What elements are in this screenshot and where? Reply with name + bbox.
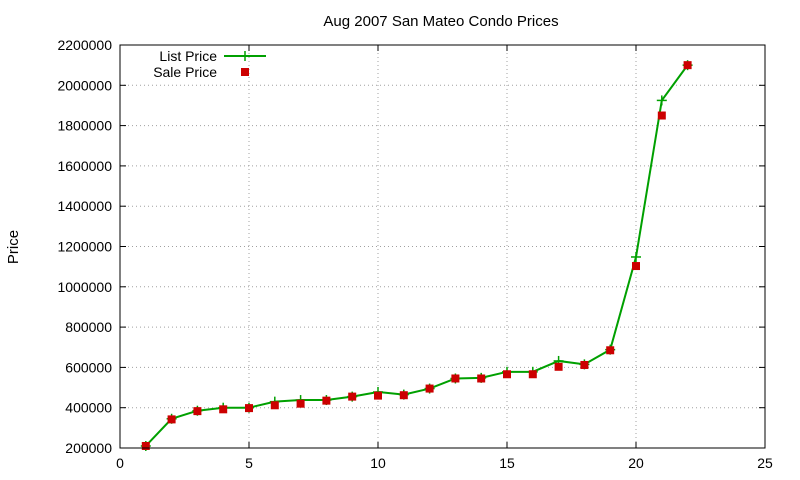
y-tick-label: 1200000 [57,239,112,255]
y-tick-label: 2000000 [57,77,112,93]
data-point [348,392,357,401]
series-1 [141,61,692,450]
data-point [656,95,667,106]
y-tick-label: 1000000 [57,279,112,295]
data-point [141,441,150,450]
series-line [145,64,689,447]
data-point [245,404,253,413]
x-tick-label: 15 [499,455,515,471]
tick-layer: 0 5 10 15 20 25 200000 400000 600000 800000 100000… [57,37,773,471]
data-point [451,374,460,383]
x-tick-label: 5 [245,455,253,471]
x-tick-label: 0 [116,455,124,471]
data-point [425,384,434,393]
x-tick-label: 25 [757,455,773,471]
legend-label: Sale Price [153,64,217,80]
legend-label: List Price [159,48,217,64]
y-tick-label: 1600000 [57,158,112,174]
data-point [554,362,563,371]
chart-title: Aug 2007 San Mateo Condo Prices [323,13,558,30]
y-tick-label: 600000 [65,359,112,375]
data-point [296,399,305,408]
y-tick-label: 2200000 [57,37,112,53]
data-point [683,61,692,70]
y-tick-label: 800000 [65,319,112,335]
data-point [270,401,279,410]
y-tick-label: 1400000 [57,198,112,214]
legend-marker [241,68,249,76]
data-point [580,360,589,369]
data-point [219,405,228,414]
data-point [477,374,486,383]
y-axis-label: Price [5,230,22,264]
data-point [606,346,615,355]
series-0 [140,60,693,451]
x-tick-label: 10 [370,455,386,471]
plot-frame [119,44,766,449]
y-tick-label: 1800000 [57,118,112,134]
data-point [322,396,331,405]
data-point [503,370,511,379]
data-point [374,391,382,400]
legend-marker [240,51,250,61]
data-point [631,251,641,262]
data-point [399,391,408,400]
y-tick-label: 400000 [65,400,112,416]
data-point [193,407,202,416]
series-layer [140,60,693,451]
data-point [167,415,176,424]
data-point [657,111,666,120]
data-point [528,370,537,379]
y-tick-label: 200000 [65,440,112,456]
data-point [632,262,640,271]
grid-layer [120,45,765,448]
x-tick-label: 20 [628,455,644,471]
